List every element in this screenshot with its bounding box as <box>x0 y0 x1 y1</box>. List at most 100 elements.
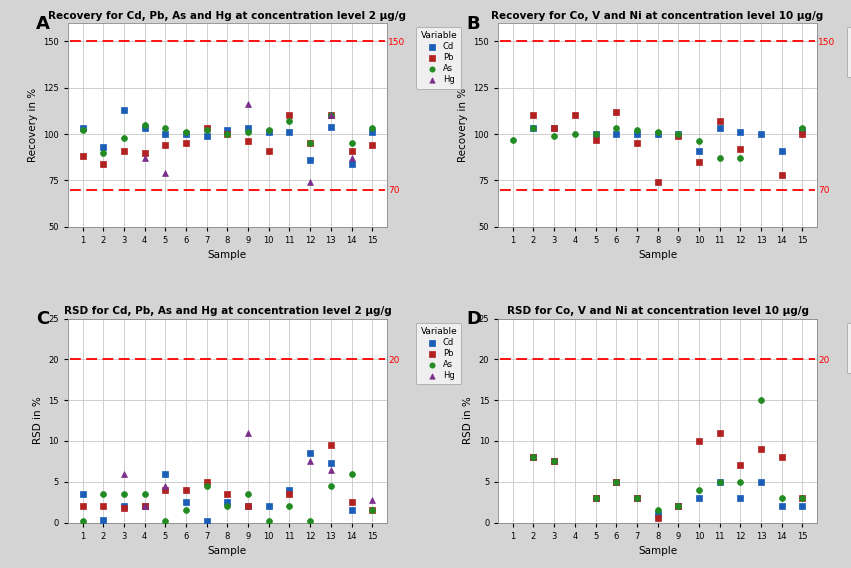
Cd <box>158 469 172 478</box>
X-axis label: Sample: Sample <box>638 250 677 260</box>
Legend: Cd, Pb, As, Hg: Cd, Pb, As, Hg <box>416 27 461 89</box>
Pb <box>96 159 110 168</box>
As <box>220 130 234 139</box>
Cd <box>76 124 89 133</box>
As <box>200 126 214 135</box>
Ni <box>713 477 727 486</box>
Legend: Cd, Pb, As, Hg: Cd, Pb, As, Hg <box>416 323 461 385</box>
Y-axis label: RSD in %: RSD in % <box>33 396 43 444</box>
V <box>713 428 727 437</box>
V <box>589 135 603 144</box>
Hg <box>324 465 338 474</box>
Cd <box>117 105 131 114</box>
V <box>796 494 809 503</box>
X-axis label: Sample: Sample <box>208 546 247 556</box>
V <box>671 131 685 140</box>
Pb <box>158 486 172 495</box>
Ni <box>589 494 603 503</box>
Co <box>589 494 603 503</box>
Y-axis label: Recovery in %: Recovery in % <box>458 87 468 162</box>
Pb <box>303 139 317 148</box>
Pb <box>138 148 151 157</box>
Hg <box>158 481 172 490</box>
X-axis label: Sample: Sample <box>638 546 677 556</box>
Co <box>754 477 768 486</box>
Co <box>547 124 561 133</box>
Cd <box>303 449 317 458</box>
Pb <box>262 146 276 155</box>
Cd <box>324 122 338 131</box>
V <box>609 477 623 486</box>
V <box>796 130 809 139</box>
Hg <box>365 495 379 504</box>
Co <box>651 510 665 519</box>
As <box>303 516 317 525</box>
As <box>262 126 276 135</box>
Cd <box>138 124 151 133</box>
Cd <box>200 516 214 525</box>
Co <box>692 494 705 503</box>
Pb <box>200 477 214 486</box>
V <box>734 144 747 153</box>
Ni <box>671 502 685 511</box>
Hg <box>138 153 151 162</box>
Hg <box>138 502 151 511</box>
As <box>138 490 151 499</box>
Ni <box>651 128 665 137</box>
Hg <box>303 457 317 466</box>
Ni <box>527 124 540 133</box>
As <box>345 139 358 148</box>
Pb <box>324 111 338 120</box>
As <box>158 516 172 525</box>
Cd <box>96 516 110 525</box>
Pb <box>365 506 379 515</box>
Co <box>609 477 623 486</box>
Cd <box>158 130 172 139</box>
As <box>365 124 379 133</box>
V <box>651 514 665 523</box>
V <box>630 494 643 503</box>
Pb <box>158 141 172 150</box>
Pb <box>200 124 214 133</box>
As <box>180 506 193 515</box>
Co <box>671 502 685 511</box>
V <box>609 107 623 116</box>
Cd <box>283 486 296 495</box>
Cd <box>96 143 110 152</box>
V <box>692 157 705 166</box>
Pb <box>220 490 234 499</box>
Hg <box>242 428 255 437</box>
Pb <box>283 490 296 499</box>
Pb <box>365 141 379 150</box>
Ni <box>692 486 705 495</box>
Cd <box>262 502 276 511</box>
Cd <box>345 159 358 168</box>
Co <box>734 494 747 503</box>
V <box>527 111 540 120</box>
Pb <box>138 502 151 511</box>
Cd <box>345 506 358 515</box>
Legend: Co, V, Ni: Co, V, Ni <box>847 27 851 77</box>
As <box>324 111 338 120</box>
As <box>96 148 110 157</box>
Legend: Co, V, Ni: Co, V, Ni <box>847 323 851 373</box>
V <box>775 453 789 462</box>
V <box>547 457 561 466</box>
Ni <box>609 477 623 486</box>
V <box>775 170 789 179</box>
Cd <box>242 502 255 511</box>
Ni <box>713 153 727 162</box>
Ni <box>734 153 747 162</box>
Co <box>527 124 540 133</box>
X-axis label: Sample: Sample <box>208 250 247 260</box>
Co <box>796 502 809 511</box>
Text: C: C <box>37 310 49 328</box>
Cd <box>242 124 255 133</box>
Ni <box>692 137 705 146</box>
Ni <box>547 131 561 140</box>
Co <box>671 130 685 139</box>
Pb <box>220 130 234 139</box>
As <box>76 516 89 525</box>
Hg <box>303 178 317 187</box>
As <box>345 469 358 478</box>
